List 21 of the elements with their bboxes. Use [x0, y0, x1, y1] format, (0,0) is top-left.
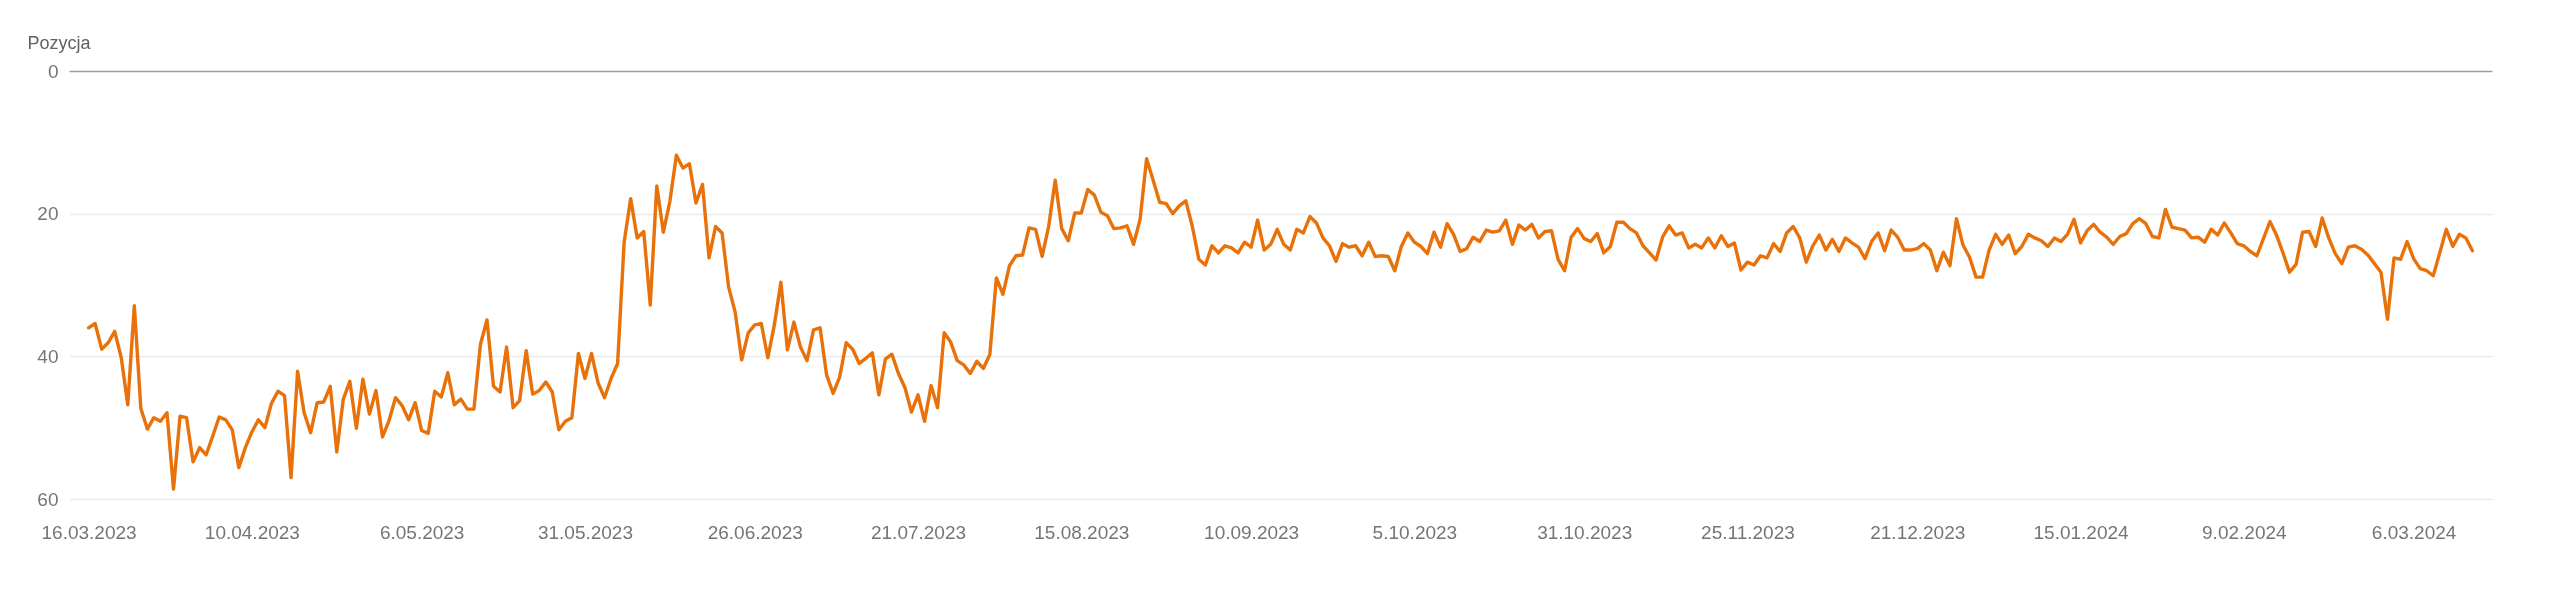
x-tick-label: 21.07.2023 [870, 521, 967, 543]
x-tick-label: 31.10.2023 [1537, 521, 1633, 543]
x-tick-label: 31.05.2023 [537, 521, 633, 543]
x-tick-label: 6.03.2024 [2371, 521, 2457, 543]
x-tick-label: 15.01.2024 [2033, 521, 2130, 543]
x-tick-label: 15.08.2023 [1034, 521, 1130, 543]
x-tick-label: 6.05.2023 [379, 521, 465, 543]
x-tick-label: 26.06.2023 [707, 521, 803, 543]
y-tick-label: 40 [37, 345, 59, 367]
y-tick-label: 60 [37, 488, 59, 510]
y-tick-label: 20 [37, 203, 59, 225]
x-tick-label: 21.12.2023 [1870, 521, 1966, 543]
y-tick-label: 0 [47, 60, 59, 82]
line-series [86, 153, 2475, 491]
x-tick-label: 25.11.2023 [1701, 521, 1795, 543]
y-axis-title: Pozycja [27, 32, 92, 53]
x-tick-label: 16.03.2023 [41, 521, 137, 543]
x-tick-label: 10.09.2023 [1204, 521, 1300, 543]
x-tick-label: 9.02.2024 [2202, 521, 2288, 543]
x-tick-label: 5.10.2023 [1372, 521, 1458, 543]
x-tick-label: 10.04.2023 [204, 521, 300, 543]
